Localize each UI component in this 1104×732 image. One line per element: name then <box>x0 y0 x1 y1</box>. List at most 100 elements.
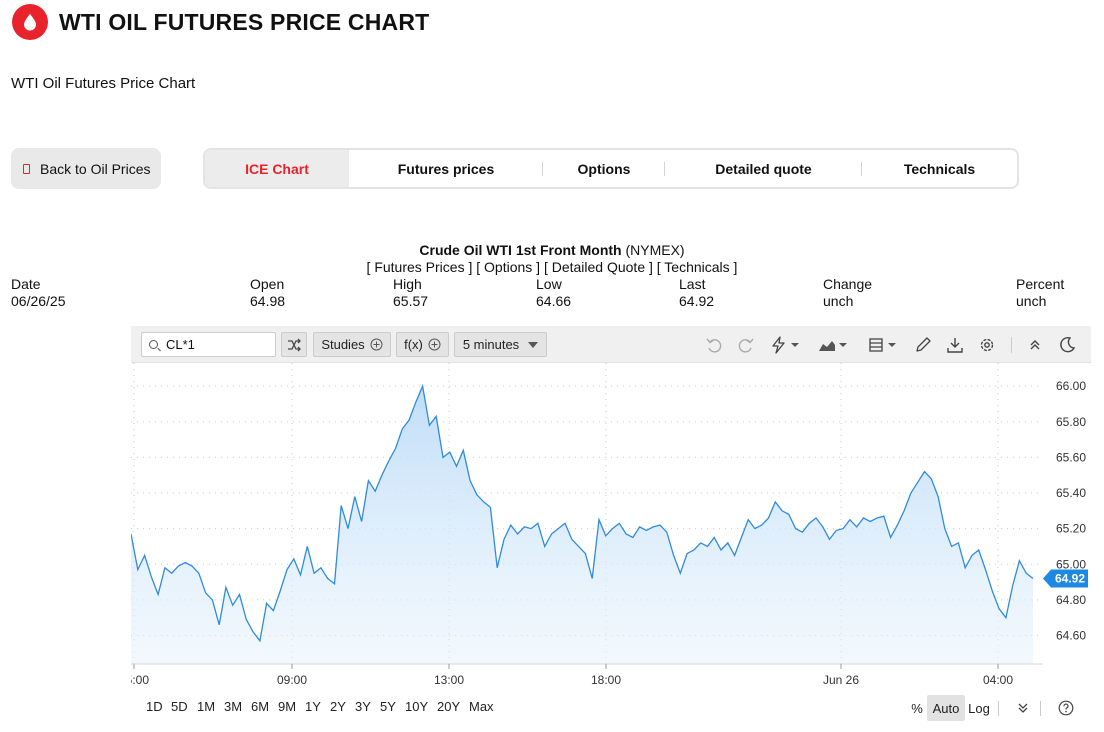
x-tick-label: 13:00 <box>434 673 464 687</box>
tab-label: Futures prices <box>397 160 495 177</box>
studies-button[interactable]: Studies <box>313 332 391 357</box>
stat-value: 65.57 <box>393 293 429 309</box>
tab-divider <box>664 162 665 176</box>
x-tick-label: 15:00 <box>131 673 149 687</box>
y-tick-label: 65.40 <box>1056 486 1086 500</box>
range-3y[interactable]: 3Y <box>355 699 371 714</box>
y-axis-labels: 66.00 65.80 65.60 65.40 65.20 65.00 64.80 64.60 <box>1056 379 1086 642</box>
stat-value: 64.66 <box>536 293 572 309</box>
range-6m[interactable]: 6M <box>251 699 270 714</box>
range-9m[interactable]: 9M <box>278 699 297 714</box>
toolbar-divider <box>1011 337 1012 353</box>
range-1d[interactable]: 1D <box>146 699 163 714</box>
studies-label: Studies <box>321 337 365 352</box>
price-line <box>131 383 1034 643</box>
y-tick-label: 64.60 <box>1056 629 1086 643</box>
tab-label: ICE Chart <box>245 160 309 177</box>
download-icon[interactable] <box>945 335 965 355</box>
stat-label: Date <box>11 276 41 292</box>
percent-scale-button[interactable]: % <box>911 700 923 716</box>
shuffle-icon <box>288 338 301 351</box>
range-10y[interactable]: 10Y <box>405 699 429 714</box>
contract-exchange: (NYMEX) <box>625 242 685 258</box>
back-to-oil-prices-button[interactable]: Back to Oil Prices <box>11 148 161 189</box>
page-title: WTI OIL FUTURES PRICE CHART <box>59 8 430 35</box>
tab-options[interactable]: Options <box>543 150 665 187</box>
tab-label: Detailed quote <box>715 160 812 177</box>
collapse-icon[interactable] <box>1025 335 1045 355</box>
tab-technicals[interactable]: Technicals <box>862 150 1017 187</box>
range-max[interactable]: Max <box>469 699 494 714</box>
price-chart[interactable]: 15:00 09:00 13:00 18:00 Jun 26 04:00 66.00 65.… <box>131 363 1091 726</box>
auto-scale-button[interactable]: Auto <box>927 695 965 721</box>
x-axis-labels: 15:00 09:00 13:00 18:00 Jun 26 04:00 <box>131 664 1013 687</box>
symbol-search-input[interactable]: CL*1 <box>141 332 276 357</box>
last-price-badge-shape <box>1043 569 1088 588</box>
layout-icon[interactable] <box>867 335 901 355</box>
tab-label: Technicals <box>903 160 976 177</box>
chart-type-icon[interactable] <box>817 335 851 355</box>
page-header: WTI OIL FUTURES PRICE CHART <box>12 4 429 40</box>
stat-change: Change unch <box>823 276 872 310</box>
y-tick-label: 64.80 <box>1056 593 1086 607</box>
functions-label: f(x) <box>404 337 423 352</box>
add-circle-icon <box>428 338 441 351</box>
oil-drop-icon <box>24 14 36 31</box>
range-20y[interactable]: 20Y <box>437 699 461 714</box>
price-area <box>131 386 1033 664</box>
page-subtitle: WTI Oil Futures Price Chart <box>11 75 196 92</box>
add-circle-icon <box>370 338 383 351</box>
functions-button[interactable]: f(x) <box>396 332 449 357</box>
range-5y[interactable]: 5Y <box>380 699 396 714</box>
stat-label: Change <box>823 276 873 292</box>
tab-ice-chart[interactable]: ICE Chart <box>205 150 349 187</box>
stat-date: Date 06/26/25 <box>11 276 66 310</box>
x-tick-label: 09:00 <box>277 673 307 687</box>
log-scale-button[interactable]: Log <box>968 700 990 716</box>
scale-divider <box>1040 701 1041 716</box>
y-tick-label: 65.00 <box>1056 557 1086 571</box>
stat-label: Percent <box>1016 276 1065 292</box>
tab-futures-prices[interactable]: Futures prices <box>349 150 543 187</box>
interval-select[interactable]: 5 minutes <box>454 332 547 357</box>
y-tick-label: 65.60 <box>1056 450 1086 464</box>
y-tick-label: 65.80 <box>1056 415 1086 429</box>
range-1y[interactable]: 1Y <box>305 699 321 714</box>
redo-icon[interactable] <box>736 335 756 355</box>
last-price-label: 64.92 <box>1055 572 1085 586</box>
stat-label: Low <box>536 276 562 292</box>
pencil-icon[interactable] <box>913 335 933 355</box>
range-3m[interactable]: 3M <box>224 699 243 714</box>
tab-bar: ICE Chart Futures prices Options Detaile… <box>203 148 1019 189</box>
scale-divider <box>998 701 999 716</box>
stat-percent: Percent unch <box>1016 276 1064 310</box>
x-tick-label: 18:00 <box>591 673 621 687</box>
stat-value: unch <box>823 293 854 309</box>
contract-links[interactable]: [ Futures Prices ] [ Options ] [ Detaile… <box>366 259 738 275</box>
tab-divider <box>861 162 862 176</box>
last-price-badge: 64.92 <box>1043 569 1088 588</box>
range-1m[interactable]: 1M <box>197 699 216 714</box>
chevron-down-icon <box>528 341 539 348</box>
range-2y[interactable]: 2Y <box>330 699 346 714</box>
range-5d[interactable]: 5D <box>171 699 188 714</box>
stat-label: Open <box>250 276 285 292</box>
stat-open: Open 64.98 <box>250 276 285 310</box>
settings-icon[interactable] <box>977 335 997 355</box>
stat-value: 64.92 <box>679 293 715 309</box>
stat-value: 64.98 <box>250 293 286 309</box>
search-icon <box>149 340 158 349</box>
expand-down-icon[interactable] <box>1016 701 1030 715</box>
undo-icon[interactable] <box>704 335 724 355</box>
dark-mode-icon[interactable] <box>1057 335 1077 355</box>
compare-button[interactable] <box>281 332 307 357</box>
back-icon <box>23 163 30 174</box>
symbol-value: CL*1 <box>166 337 195 352</box>
help-icon[interactable] <box>1058 700 1074 716</box>
tab-label: Options <box>577 160 631 177</box>
contract-title: Crude Oil WTI 1st Front Month (NYMEX) <box>0 242 1104 258</box>
stat-label: High <box>393 276 422 292</box>
tab-detailed-quote[interactable]: Detailed quote <box>665 150 862 187</box>
lightning-icon[interactable] <box>769 335 803 355</box>
stat-last: Last 64.92 <box>679 276 714 310</box>
